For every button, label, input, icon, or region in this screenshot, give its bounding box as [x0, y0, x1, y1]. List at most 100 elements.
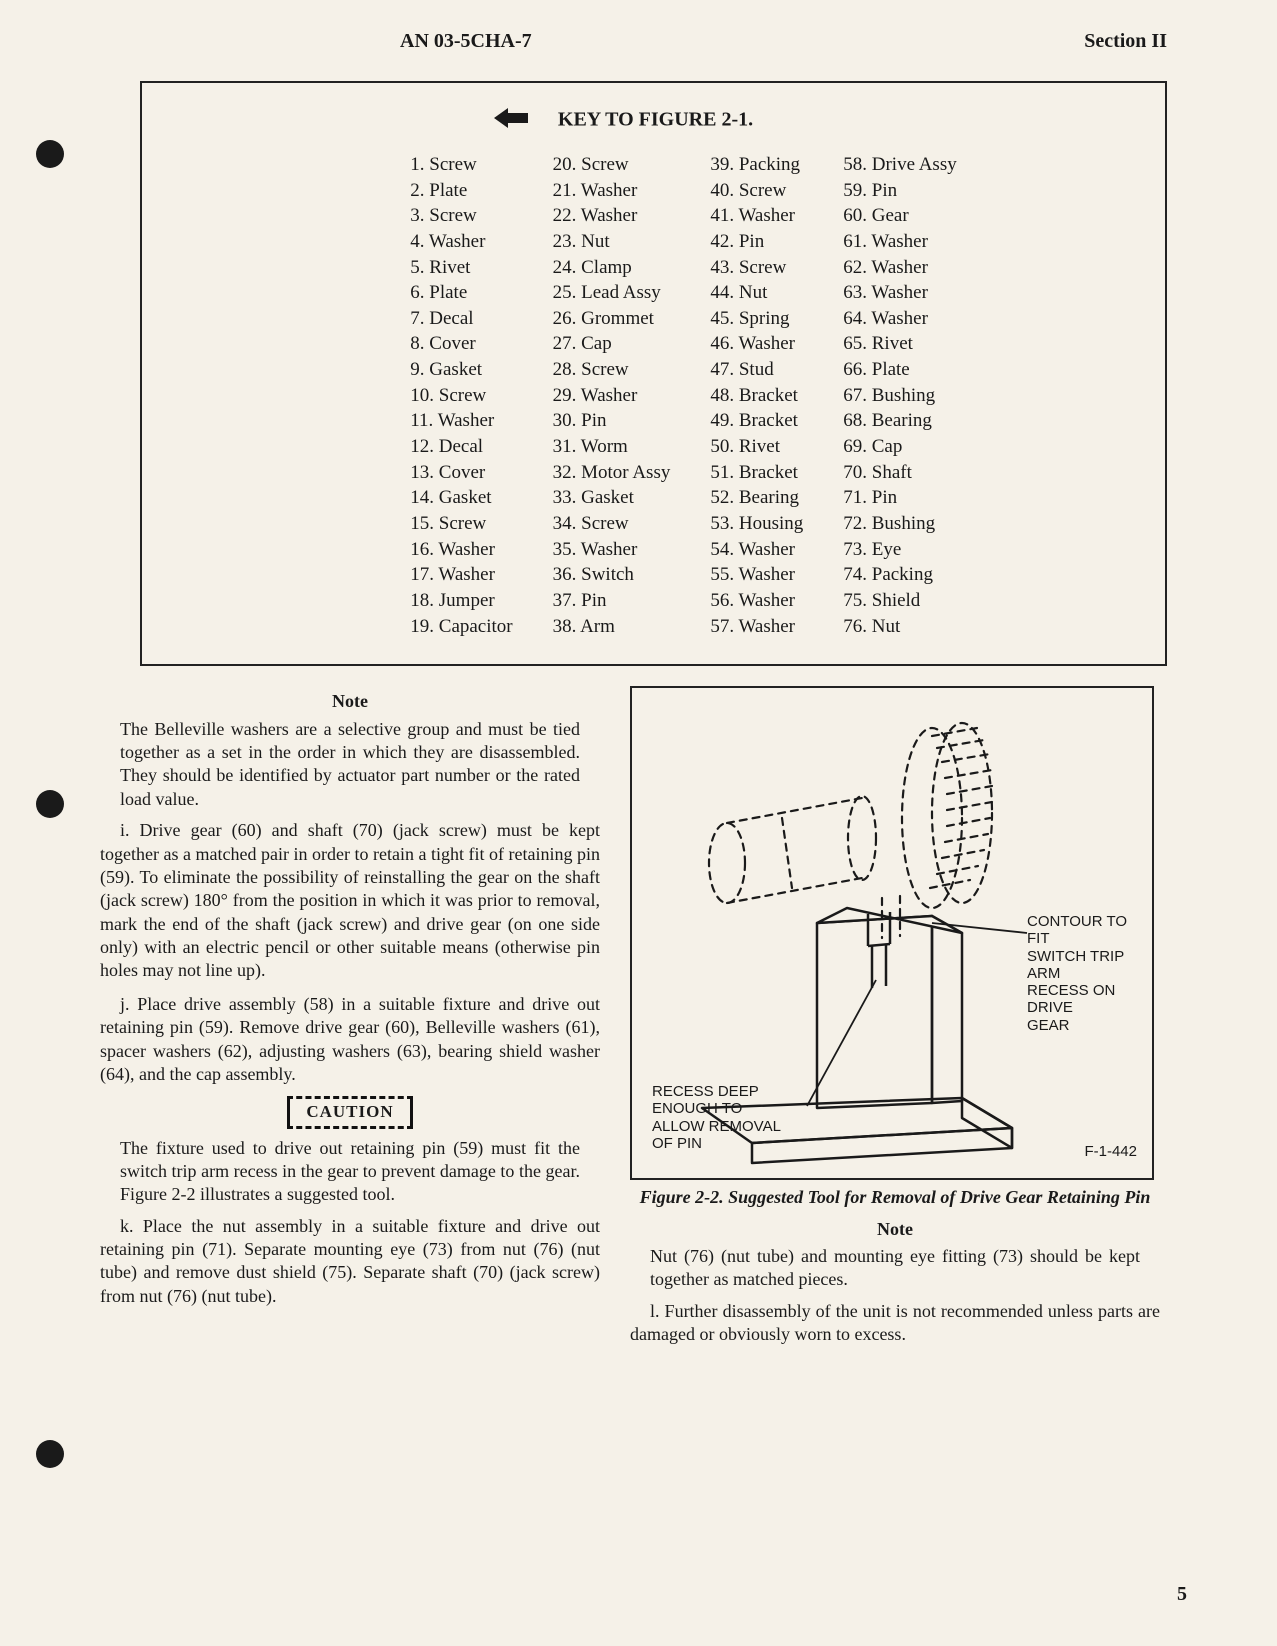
- fig-id: F-1-442: [1084, 1143, 1137, 1160]
- page-header: AN 03-5CHA-7 Section II: [100, 30, 1207, 61]
- key-item: 51. Bracket: [710, 460, 803, 486]
- key-item: 12. Decal: [410, 434, 512, 460]
- key-item: 22. Washer: [553, 203, 671, 229]
- key-item: 37. Pin: [553, 588, 671, 614]
- fig-label-contour: CONTOUR TO FITSWITCH TRIP ARMRECESS ON D…: [1027, 913, 1147, 1034]
- page: AN 03-5CHA-7 Section II KEY TO FIGURE 2-…: [0, 0, 1277, 1646]
- section-label: Section II: [1084, 30, 1167, 53]
- key-item: 64. Washer: [843, 306, 956, 332]
- key-item: 67. Bushing: [843, 383, 956, 409]
- key-item: 57. Washer: [710, 614, 803, 640]
- key-item: 46. Washer: [710, 331, 803, 357]
- para-l: l. Further disassembly of the unit is no…: [630, 1300, 1160, 1347]
- key-item: 39. Packing: [710, 152, 803, 178]
- key-col-4: 58. Drive Assy59. Pin60. Gear61. Washer6…: [843, 152, 956, 639]
- page-number: 5: [1177, 1583, 1187, 1606]
- key-item: 24. Clamp: [553, 255, 671, 281]
- key-item: 58. Drive Assy: [843, 152, 956, 178]
- para-k: k. Place the nut assembly in a suitable …: [100, 1215, 600, 1309]
- key-item: 65. Rivet: [843, 331, 956, 357]
- key-item: 72. Bushing: [843, 511, 956, 537]
- key-item: 21. Washer: [553, 178, 671, 204]
- note-heading: Note: [100, 690, 600, 713]
- key-item: 66. Plate: [843, 357, 956, 383]
- key-item: 60. Gear: [843, 203, 956, 229]
- key-item: 50. Rivet: [710, 434, 803, 460]
- key-item: 17. Washer: [410, 562, 512, 588]
- key-grid: 1. Screw2. Plate3. Screw4. Washer5. Rive…: [192, 152, 1115, 639]
- key-item: 76. Nut: [843, 614, 956, 640]
- arrow-left-icon: [494, 108, 528, 134]
- key-item: 69. Cap: [843, 434, 956, 460]
- key-item: 18. Jumper: [410, 588, 512, 614]
- key-item: 55. Washer: [710, 562, 803, 588]
- key-item: 20. Screw: [553, 152, 671, 178]
- key-item: 47. Stud: [710, 357, 803, 383]
- key-item: 8. Cover: [410, 331, 512, 357]
- key-item: 42. Pin: [710, 229, 803, 255]
- key-item: 56. Washer: [710, 588, 803, 614]
- caution-label: CAUTION: [287, 1096, 412, 1128]
- binder-hole: [36, 790, 64, 818]
- fig-label-recess: RECESS DEEPENOUGH TOALLOW REMOVALOF PIN: [652, 1083, 812, 1152]
- key-item: 73. Eye: [843, 537, 956, 563]
- key-item: 15. Screw: [410, 511, 512, 537]
- key-item: 31. Worm: [553, 434, 671, 460]
- key-item: 40. Screw: [710, 178, 803, 204]
- para-i: i. Drive gear (60) and shaft (70) (jack …: [100, 819, 600, 983]
- key-item: 3. Screw: [410, 203, 512, 229]
- key-item: 10. Screw: [410, 383, 512, 409]
- note-text-right: Nut (76) (nut tube) and mounting eye fit…: [630, 1245, 1160, 1292]
- key-item: 19. Capacitor: [410, 614, 512, 640]
- key-item: 48. Bracket: [710, 383, 803, 409]
- key-item: 70. Shaft: [843, 460, 956, 486]
- key-item: 63. Washer: [843, 280, 956, 306]
- binder-hole: [36, 140, 64, 168]
- key-item: 53. Housing: [710, 511, 803, 537]
- note-text: The Belleville washers are a selective g…: [100, 718, 600, 812]
- key-item: 26. Grommet: [553, 306, 671, 332]
- caution-text: The fixture used to drive out retaining …: [100, 1137, 600, 1207]
- key-item: 33. Gasket: [553, 485, 671, 511]
- key-item: 4. Washer: [410, 229, 512, 255]
- key-item: 1. Screw: [410, 152, 512, 178]
- key-item: 52. Bearing: [710, 485, 803, 511]
- key-item: 54. Washer: [710, 537, 803, 563]
- key-item: 7. Decal: [410, 306, 512, 332]
- key-item: 41. Washer: [710, 203, 803, 229]
- key-item: 11. Washer: [410, 408, 512, 434]
- key-item: 32. Motor Assy: [553, 460, 671, 486]
- key-item: 25. Lead Assy: [553, 280, 671, 306]
- key-item: 68. Bearing: [843, 408, 956, 434]
- key-item: 5. Rivet: [410, 255, 512, 281]
- key-col-3: 39. Packing40. Screw41. Washer42. Pin43.…: [710, 152, 803, 639]
- key-item: 13. Cover: [410, 460, 512, 486]
- right-column: CONTOUR TO FITSWITCH TRIP ARMRECESS ON D…: [630, 686, 1160, 1356]
- caution-wrap: CAUTION: [100, 1096, 600, 1128]
- key-item: 38. Arm: [553, 614, 671, 640]
- key-item: 23. Nut: [553, 229, 671, 255]
- figure-box: CONTOUR TO FITSWITCH TRIP ARMRECESS ON D…: [630, 686, 1154, 1180]
- key-item: 28. Screw: [553, 357, 671, 383]
- key-item: 6. Plate: [410, 280, 512, 306]
- key-item: 59. Pin: [843, 178, 956, 204]
- key-item: 35. Washer: [553, 537, 671, 563]
- binder-hole: [36, 1440, 64, 1468]
- key-item: 36. Switch: [553, 562, 671, 588]
- doc-id: AN 03-5CHA-7: [400, 30, 532, 53]
- key-item: 74. Packing: [843, 562, 956, 588]
- key-item: 2. Plate: [410, 178, 512, 204]
- key-item: 30. Pin: [553, 408, 671, 434]
- key-item: 29. Washer: [553, 383, 671, 409]
- key-item: 34. Screw: [553, 511, 671, 537]
- figure-caption: Figure 2-2. Suggested Tool for Removal o…: [630, 1186, 1160, 1209]
- key-item: 16. Washer: [410, 537, 512, 563]
- key-item: 61. Washer: [843, 229, 956, 255]
- key-col-2: 20. Screw21. Washer22. Washer23. Nut24. …: [553, 152, 671, 639]
- key-col-1: 1. Screw2. Plate3. Screw4. Washer5. Rive…: [410, 152, 512, 639]
- key-item: 44. Nut: [710, 280, 803, 306]
- key-title-row: KEY TO FIGURE 2-1.: [132, 108, 1115, 134]
- key-item: 9. Gasket: [410, 357, 512, 383]
- note-heading-right: Note: [630, 1218, 1160, 1241]
- key-item: 62. Washer: [843, 255, 956, 281]
